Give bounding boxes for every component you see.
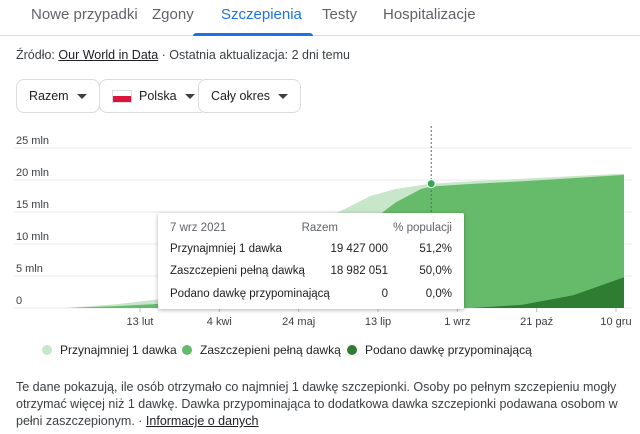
country-value: Polska [139, 89, 177, 103]
tab-vaccinations[interactable]: Szczepienia [221, 6, 302, 23]
x-tick-label: 13 lut [127, 316, 154, 328]
legend-dot [347, 345, 357, 355]
tooltip-row-percent: 0,0% [425, 288, 452, 300]
tab-tests[interactable]: Testy [322, 6, 358, 23]
y-tick-label: 15 mln [16, 199, 49, 211]
note-text: Te dane pokazują, ile osób otrzymało co … [16, 380, 618, 428]
tooltip-date: 7 wrz 2021 [170, 222, 227, 234]
legend-dot [182, 345, 192, 355]
tab-deaths[interactable]: Zgony [152, 6, 194, 23]
y-tick-label: 20 mln [16, 167, 49, 179]
tab-hospitalizations[interactable]: Hospitalizacje [383, 6, 476, 23]
last-update: · Ostatnia aktualizacja: 2 dni temu [158, 48, 350, 62]
x-tick-label: 24 maj [282, 316, 315, 328]
y-tick-label: 5 mln [16, 263, 43, 275]
y-tick-label: 25 mln [16, 135, 49, 147]
legend-label: Podano dawkę przypominającą [365, 343, 532, 357]
legend-item-fully[interactable]: Zaszczepieni pełną dawką [182, 343, 341, 357]
x-tick-label: 13 lip [365, 316, 391, 328]
legend-item-at-least-one[interactable]: Przynajmniej 1 dawka [42, 343, 177, 357]
tooltip-row-label: Zaszczepieni pełną dawką [170, 265, 305, 277]
legend-dot [42, 345, 52, 355]
source-link[interactable]: Our World in Data [58, 48, 159, 62]
data-note: Te dane pokazują, ile osób otrzymało co … [16, 379, 626, 430]
scope-dropdown[interactable]: Razem [16, 79, 100, 113]
legend-item-booster[interactable]: Podano dawkę przypominającą [347, 343, 532, 357]
tooltip-col-total: Razem [301, 222, 338, 234]
active-tab-indicator [193, 33, 313, 36]
caret-down-icon [184, 93, 195, 99]
note-separator: · [134, 414, 146, 428]
source-prefix: Źródło: [16, 48, 59, 62]
tooltip-row-total: 0 [381, 288, 388, 300]
area-booster [66, 277, 624, 308]
tab-bar: Nowe przypadki Zgony Szczepienia Testy H… [0, 0, 640, 36]
poland-flag-icon [112, 89, 132, 103]
chart-highlight [426, 126, 436, 308]
country-dropdown[interactable]: Polska [99, 79, 208, 113]
x-tick-label: 21 paź [520, 316, 553, 328]
tooltip-row-total: 18 982 051 [330, 265, 388, 277]
tooltip-row-label: Podano dawkę przypominającą [170, 288, 330, 300]
tab-new-cases[interactable]: Nowe przypadki [31, 6, 138, 23]
hover-point [426, 179, 436, 189]
x-tick-label: 4 kwi [207, 316, 232, 328]
y-tick-label: 0 [16, 295, 22, 307]
x-tick-label: 10 gru [600, 316, 631, 328]
tooltip-col-percent: % populacji [393, 222, 452, 234]
period-dropdown[interactable]: Cały okres [198, 79, 302, 113]
tooltip-row-total: 19 427 000 [330, 243, 388, 255]
scope-value: Razem [29, 89, 69, 103]
x-axis: 13 lut 4 kwi 24 maj 13 lip 1 wrz 21 paź 10 gru [127, 308, 632, 328]
caret-down-icon [278, 93, 289, 99]
tooltip-row-label: Przynajmniej 1 dawka [170, 243, 282, 255]
period-value: Cały okres [211, 89, 271, 103]
legend-label: Przynajmniej 1 dawka [60, 343, 177, 357]
caret-down-icon [76, 93, 87, 99]
data-info-link[interactable]: Informacje o danych [145, 414, 259, 428]
legend-label: Zaszczepieni pełną dawką [200, 343, 341, 357]
source-line: Źródło: Our World in Data · Ostatnia akt… [16, 48, 350, 62]
tooltip-row-percent: 51,2% [419, 243, 452, 255]
x-tick-label: 1 wrz [444, 316, 470, 328]
chart-tooltip: 7 wrz 2021 Razem % populacji Przynajmnie… [158, 213, 464, 309]
y-tick-label: 10 mln [16, 231, 49, 243]
y-axis: 25 mln 20 mln 15 mln 10 mln 5 mln 0 [16, 135, 49, 307]
tooltip-row-percent: 50,0% [419, 265, 452, 277]
